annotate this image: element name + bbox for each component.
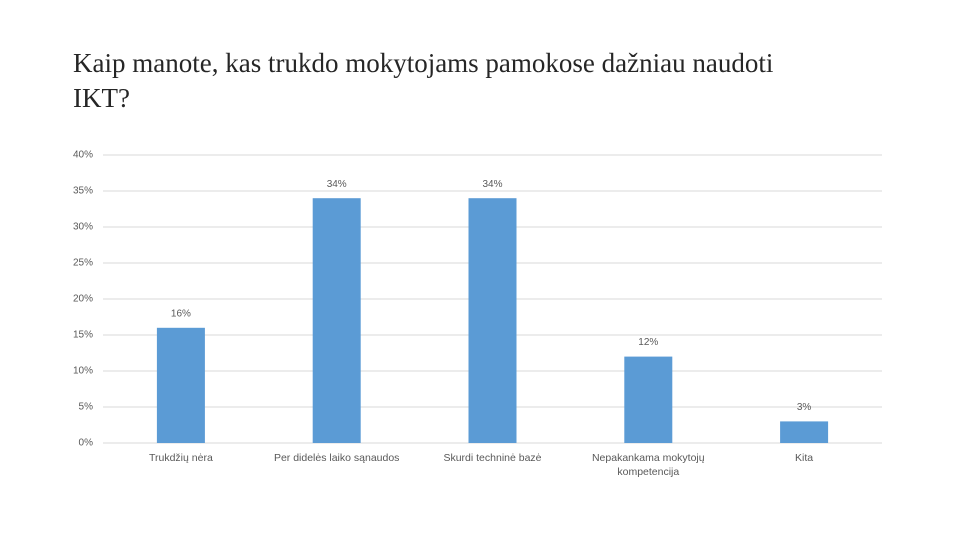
y-tick-label: 15%: [73, 330, 93, 341]
y-tick-label: 10%: [73, 366, 93, 377]
x-tick-label: Per didelės laiko sąnaudos: [273, 452, 400, 464]
value-label: 34%: [482, 179, 502, 190]
bar: [312, 198, 361, 443]
bar: [468, 198, 517, 443]
bar: [780, 421, 829, 443]
value-label: 12%: [638, 337, 658, 348]
value-label: 16%: [171, 308, 191, 319]
y-tick-label: 25%: [73, 258, 93, 269]
x-tick-label: Trukdžių nėra: [148, 452, 213, 464]
x-tick-label: Nepakankama mokytojų kompetencija: [591, 452, 705, 478]
value-label: 34%: [327, 179, 347, 190]
chart-title: Kaip manote, kas trukdo mokytojams pamok…: [73, 48, 774, 113]
x-tick-label: Kita: [795, 452, 814, 464]
y-tick-label: 35%: [73, 186, 93, 197]
bar: [624, 356, 673, 443]
y-tick-label: 20%: [73, 294, 93, 305]
value-label: 3%: [797, 402, 812, 413]
bar: [156, 327, 205, 443]
y-tick-label: 40%: [73, 150, 93, 161]
y-tick-label: 5%: [79, 402, 94, 413]
x-tick-label: Skurdi techninė bazė: [443, 452, 542, 464]
y-tick-label: 0%: [79, 438, 94, 449]
y-tick-label: 30%: [73, 222, 93, 233]
